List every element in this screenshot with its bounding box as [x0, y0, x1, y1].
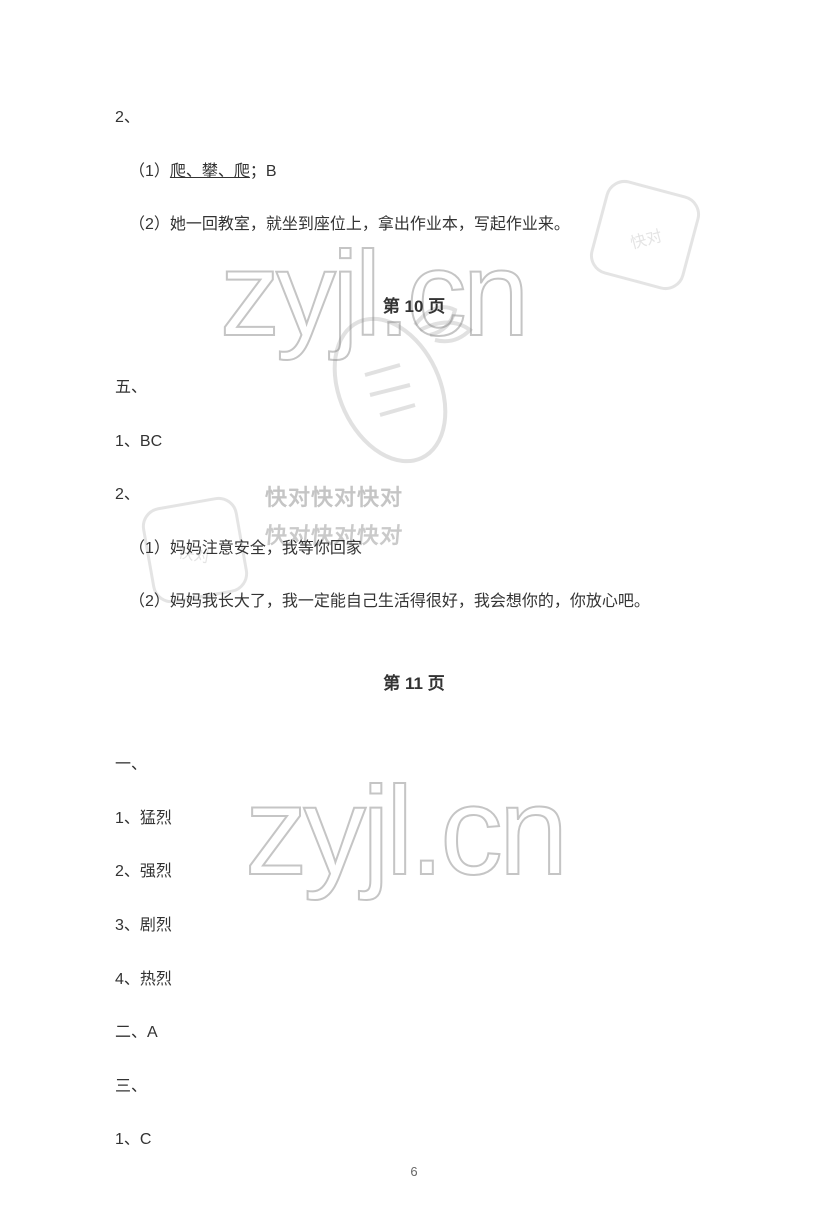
section-5-item-1: 1、BC	[115, 429, 713, 455]
section-1-header: 一、	[115, 752, 713, 778]
section-1-item-3: 3、剧烈	[115, 913, 713, 939]
section-5-header: 五、	[115, 375, 713, 401]
page-11-heading: 第 11 页	[115, 670, 713, 697]
section-5-item-2-2: （2）妈妈我长大了，我一定能自己生活得很好，我会想你的，你放心吧。	[115, 589, 713, 615]
section-1-item-2: 2、强烈	[115, 859, 713, 885]
section-5-item-2-header: 2、	[115, 482, 713, 508]
item-prefix: （1）	[129, 163, 170, 180]
section-2-item-2: （2）她一回教室，就坐到座位上，拿出作业本，写起作业来。	[115, 212, 713, 238]
section-1-item-4: 4、热烈	[115, 967, 713, 993]
page-number: 6	[0, 1164, 828, 1179]
page-10-heading: 第 10 页	[115, 293, 713, 320]
item-underlined-text: 爬、攀、爬	[170, 163, 250, 180]
section-2b-header: 二、A	[115, 1020, 713, 1046]
section-2-header: 2、	[115, 105, 713, 131]
section-5-item-2-1: （1）妈妈注意安全，我等你回家	[115, 536, 713, 562]
section-3-header: 三、	[115, 1074, 713, 1100]
item-suffix: ；B	[250, 163, 277, 180]
page-content: 2、 （1）爬、攀、爬；B （2）她一回教室，就坐到座位上，拿出作业本，写起作业…	[0, 0, 828, 1221]
section-3-item-1: 1、C	[115, 1127, 713, 1153]
section-1-item-1: 1、猛烈	[115, 806, 713, 832]
section-2-item-1: （1）爬、攀、爬；B	[115, 159, 713, 185]
